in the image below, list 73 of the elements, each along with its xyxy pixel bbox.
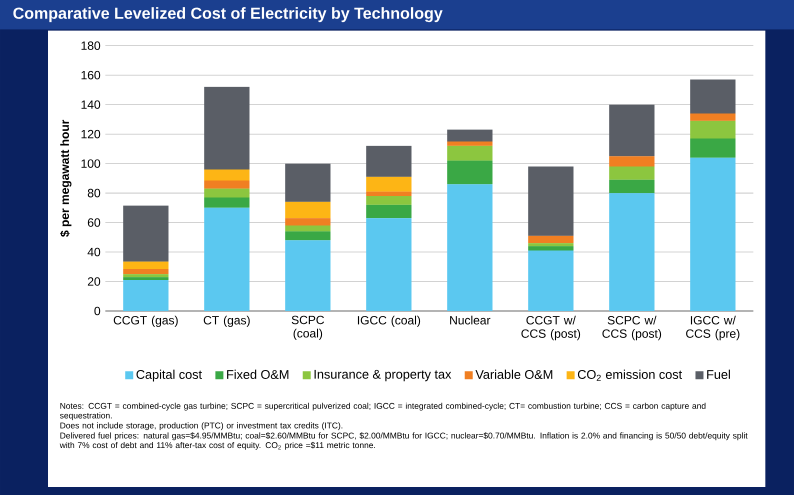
y-tick-label: 120 [82, 130, 100, 138]
bar [609, 104, 654, 156]
bar [447, 184, 492, 311]
bar [285, 225, 330, 232]
bar [528, 246, 574, 251]
bar [204, 169, 250, 181]
bar [609, 180, 654, 194]
bar [366, 192, 412, 196]
bar [447, 141, 492, 146]
bar [285, 218, 330, 226]
bar [123, 268, 168, 274]
bar [204, 188, 250, 198]
text: Does not include storage, production (PTC) or investment tax credits (ITC). [60, 422, 342, 430]
x-tick-label: Nuclear [450, 316, 490, 325]
bar [285, 231, 330, 240]
chart-title: Comparative Levelized Cost of Electricity by Technology [13, 7, 443, 22]
bar [123, 280, 168, 311]
legend-label: Fuel [707, 370, 730, 379]
bar [690, 80, 736, 114]
bar [123, 277, 168, 280]
bar [528, 243, 574, 246]
bar [123, 262, 168, 269]
bar [690, 138, 736, 158]
legend-label: Fixed O&M [227, 370, 288, 379]
bar [366, 196, 412, 205]
x-tick-label: IGCC (coal) [358, 316, 420, 327]
bar [123, 274, 168, 278]
y-tick-label: 80 [88, 188, 100, 198]
y-tick-label: 140 [82, 100, 100, 109]
y-axis-title: $ per megawatt hour [60, 120, 72, 237]
bar [690, 120, 736, 139]
bar [366, 146, 412, 177]
bar [366, 218, 412, 311]
bar [528, 250, 574, 311]
x-tick-label: CCGT w/ CCS (post) [521, 316, 580, 340]
y-tick-label: 0 [94, 306, 100, 316]
x-tick-label: CCGT (gas) [114, 316, 178, 327]
bar [285, 240, 330, 311]
bar [609, 166, 654, 180]
bar [285, 202, 330, 218]
bar [528, 236, 574, 244]
bar [447, 130, 492, 142]
legend-label: Capital cost [136, 370, 202, 382]
bar [609, 193, 654, 311]
legend-label: CO$_{2}$ emission cost [578, 370, 682, 381]
bar [690, 113, 736, 121]
x-tick-label: SCPC (coal) [292, 316, 324, 340]
y-tick-label: 160 [82, 70, 100, 80]
y-tick-label: 180 [82, 41, 100, 50]
x-tick-label: IGCC w/ CCS (pre) [686, 316, 740, 340]
bar [447, 146, 492, 161]
bar [528, 166, 574, 236]
text: Notes: CCGT = combined-cycle gas turbine; SCPC = supercritical pulverized coal; IGCC = integrated combined-cycle; CT= combustion turbine; CCS = carbon capture and sequestration. [60, 402, 706, 420]
bar [123, 206, 168, 262]
legend-label: Insurance & property tax [314, 370, 452, 382]
bar [204, 86, 250, 170]
bar [204, 208, 250, 311]
bar [204, 197, 250, 208]
text: Delivered fuel prices: natural gas=$4.95/MMBtu; coal=$2.60/MMBtu for SCPC, $2.00/MMBtu for IGCC; nuclear=$0.70/MMBtu. Inflation is 2.0% and financing is 50/50 debt/equity split with 7% cost of debt and 11% after-tax cost of equity. CO$_{2}$ price =$11 metric tonne. [60, 432, 748, 450]
legend-label: Variable O&M [475, 370, 552, 379]
bar [447, 160, 492, 184]
bar [690, 158, 736, 311]
bar [285, 164, 330, 202]
x-tick-label: CT (gas) [204, 316, 250, 327]
y-tick-label: 20 [88, 277, 100, 286]
bar [609, 156, 654, 167]
bar [366, 204, 412, 218]
bar [366, 176, 412, 192]
bar [204, 180, 250, 189]
y-tick-label: 100 [82, 159, 100, 168]
y-tick-label: 40 [88, 248, 100, 256]
x-tick-label: SCPC w/ CCS (post) [602, 316, 662, 340]
y-tick-label: 60 [88, 218, 100, 227]
